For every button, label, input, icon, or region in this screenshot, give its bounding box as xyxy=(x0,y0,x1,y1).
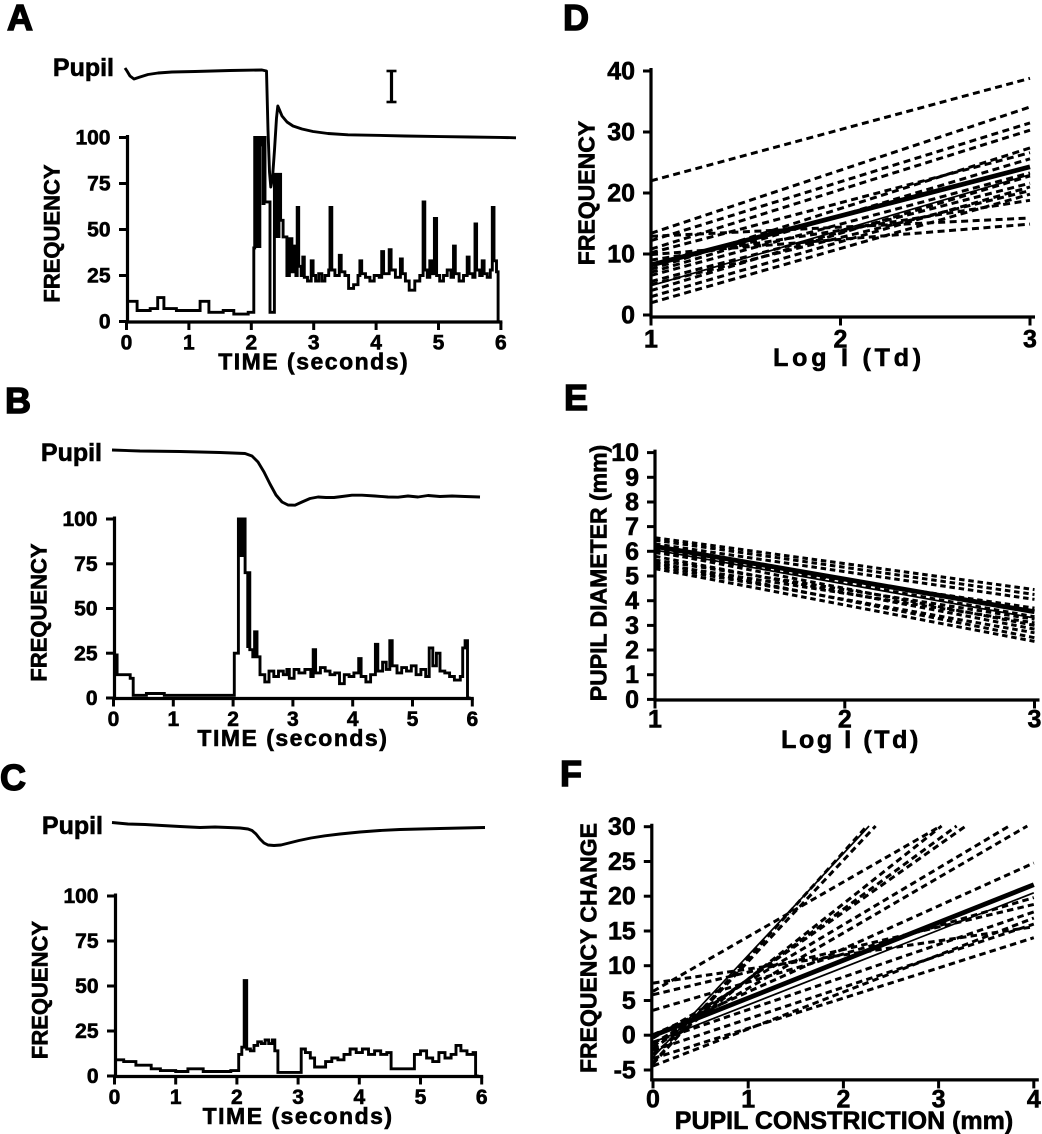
svg-text:5: 5 xyxy=(415,1086,427,1109)
svg-text:6: 6 xyxy=(476,1086,488,1109)
svg-text:25: 25 xyxy=(608,848,636,876)
svg-text:3: 3 xyxy=(625,612,639,640)
svg-text:4: 4 xyxy=(370,332,382,355)
svg-text:0: 0 xyxy=(646,1085,660,1113)
svg-text:20: 20 xyxy=(607,180,635,208)
svg-text:25: 25 xyxy=(75,1020,99,1043)
svg-text:1: 1 xyxy=(625,661,639,689)
svg-text:50: 50 xyxy=(74,598,97,621)
svg-text:50: 50 xyxy=(75,975,98,998)
svg-text:FREQUENCY CHANGE: FREQUENCY CHANGE xyxy=(576,823,602,1073)
svg-text:TIME (seconds): TIME (seconds) xyxy=(218,349,409,375)
svg-text:FREQUENCY: FREQUENCY xyxy=(40,164,65,302)
svg-text:2: 2 xyxy=(836,1085,850,1113)
svg-text:1: 1 xyxy=(741,1085,755,1113)
svg-text:1: 1 xyxy=(183,332,195,355)
svg-text:40: 40 xyxy=(607,58,635,86)
svg-text:7: 7 xyxy=(625,513,639,541)
svg-text:30: 30 xyxy=(608,813,636,841)
svg-text:15: 15 xyxy=(608,917,636,945)
svg-text:3: 3 xyxy=(1023,326,1037,354)
svg-text:2: 2 xyxy=(625,637,639,665)
svg-text:B: B xyxy=(5,380,31,421)
svg-text:100: 100 xyxy=(62,508,97,531)
svg-text:E: E xyxy=(564,377,588,418)
svg-text:1: 1 xyxy=(644,326,658,354)
svg-text:10: 10 xyxy=(607,241,635,269)
svg-text:30: 30 xyxy=(607,119,635,147)
svg-text:2: 2 xyxy=(838,706,852,734)
svg-text:1: 1 xyxy=(648,706,662,734)
svg-text:8: 8 xyxy=(625,488,639,516)
svg-text:10: 10 xyxy=(611,439,639,467)
svg-text:2: 2 xyxy=(231,1086,243,1109)
svg-text:Log I (Td): Log I (Td) xyxy=(773,344,925,372)
svg-text:2: 2 xyxy=(245,332,257,355)
svg-text:25: 25 xyxy=(87,265,111,288)
svg-text:4: 4 xyxy=(1027,1085,1041,1113)
svg-text:3: 3 xyxy=(287,708,299,731)
svg-text:F: F xyxy=(560,753,582,794)
svg-text:Pupil: Pupil xyxy=(42,812,103,840)
svg-text:100: 100 xyxy=(75,127,110,150)
svg-text:4: 4 xyxy=(625,587,639,615)
svg-text:PUPIL DIAMETER (mm): PUPIL DIAMETER (mm) xyxy=(586,445,612,701)
svg-text:3: 3 xyxy=(308,332,320,355)
svg-text:0: 0 xyxy=(99,311,111,334)
svg-text:A: A xyxy=(7,0,33,38)
svg-text:4: 4 xyxy=(347,708,359,731)
svg-text:-5: -5 xyxy=(614,1056,636,1084)
svg-text:0: 0 xyxy=(121,332,133,355)
svg-text:10: 10 xyxy=(608,952,636,980)
svg-text:75: 75 xyxy=(87,173,111,196)
svg-text:75: 75 xyxy=(75,930,99,953)
svg-text:5: 5 xyxy=(407,708,419,731)
svg-text:FREQUENCY: FREQUENCY xyxy=(28,921,53,1059)
svg-text:6: 6 xyxy=(495,332,507,355)
svg-text:50: 50 xyxy=(87,219,110,242)
svg-text:1: 1 xyxy=(170,1086,182,1109)
svg-text:2: 2 xyxy=(834,326,848,354)
svg-text:4: 4 xyxy=(353,1086,365,1109)
svg-text:20: 20 xyxy=(608,883,636,911)
svg-text:5: 5 xyxy=(433,332,445,355)
svg-text:3: 3 xyxy=(292,1086,304,1109)
svg-text:C: C xyxy=(0,757,26,798)
svg-text:75: 75 xyxy=(74,553,98,576)
svg-text:TIME (seconds): TIME (seconds) xyxy=(197,725,388,751)
svg-text:5: 5 xyxy=(625,563,639,591)
svg-text:FREQUENCY: FREQUENCY xyxy=(574,121,600,265)
svg-text:0: 0 xyxy=(87,1065,99,1088)
svg-text:PUPIL CONSTRICTION (mm): PUPIL CONSTRICTION (mm) xyxy=(675,1107,1013,1134)
svg-text:0: 0 xyxy=(621,302,635,330)
svg-text:0: 0 xyxy=(622,1022,636,1050)
svg-text:25: 25 xyxy=(74,642,98,665)
svg-text:Pupil: Pupil xyxy=(41,439,102,467)
svg-text:Pupil: Pupil xyxy=(53,54,114,82)
svg-text:D: D xyxy=(563,0,589,38)
svg-text:6: 6 xyxy=(466,708,478,731)
svg-text:2: 2 xyxy=(227,708,239,731)
svg-text:3: 3 xyxy=(932,1085,946,1113)
svg-text:3: 3 xyxy=(1028,706,1042,734)
svg-text:1: 1 xyxy=(167,708,179,731)
svg-text:0: 0 xyxy=(86,687,98,710)
svg-text:9: 9 xyxy=(625,464,639,492)
svg-text:100: 100 xyxy=(63,885,98,908)
svg-text:6: 6 xyxy=(625,538,639,566)
svg-text:TIME (seconds): TIME (seconds) xyxy=(203,1103,394,1129)
svg-text:FREQUENCY: FREQUENCY xyxy=(27,543,52,681)
svg-text:0: 0 xyxy=(625,686,639,714)
svg-text:Log I (Td): Log I (Td) xyxy=(781,726,921,754)
svg-text:0: 0 xyxy=(108,708,120,731)
svg-text:5: 5 xyxy=(622,987,636,1015)
svg-text:0: 0 xyxy=(109,1086,121,1109)
